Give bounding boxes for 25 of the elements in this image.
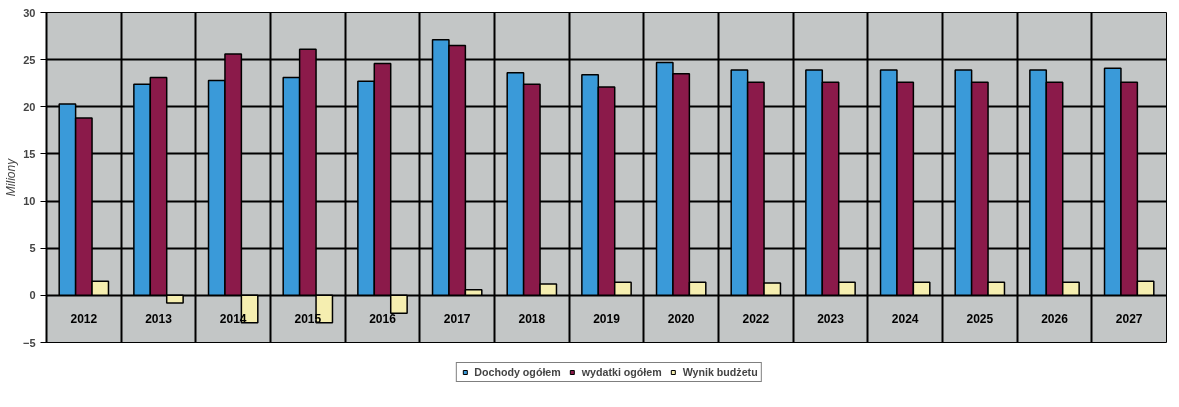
x-tick-label: 2027 xyxy=(1115,312,1143,327)
x-tick-label: 2018 xyxy=(518,312,546,327)
x-tick-label: 2025 xyxy=(966,312,994,327)
y-tick-label: 20 xyxy=(23,100,36,113)
x-tick-label: 2022 xyxy=(742,312,770,327)
y-tick-label: 25 xyxy=(23,53,36,66)
x-tick-label: 2023 xyxy=(817,312,845,327)
x-tick-label: 2020 xyxy=(667,312,695,327)
y-axis-title: Miliony xyxy=(3,157,18,197)
x-tick-label: 2013 xyxy=(145,312,173,327)
y-tick-label: 5 xyxy=(29,242,36,255)
legend-label: Wynik budżetu xyxy=(682,366,758,378)
x-tick-label: 2016 xyxy=(369,312,397,327)
y-tick-label: 15 xyxy=(23,147,36,160)
y-tick-label: −5 xyxy=(22,336,36,349)
y-tick-label: 0 xyxy=(29,289,36,302)
y-tick-label: 30 xyxy=(23,6,36,19)
y-tick-label: 10 xyxy=(23,195,36,208)
legend-label: wydatki ogółem xyxy=(581,366,662,378)
x-tick-label: 2017 xyxy=(443,312,471,327)
x-tick-label: 2024 xyxy=(891,312,919,327)
legend-label: Dochody ogółem xyxy=(474,366,561,378)
x-tick-label: 2019 xyxy=(593,312,621,327)
x-tick-label: 2026 xyxy=(1041,312,1069,327)
x-tick-label: 2012 xyxy=(70,312,98,327)
